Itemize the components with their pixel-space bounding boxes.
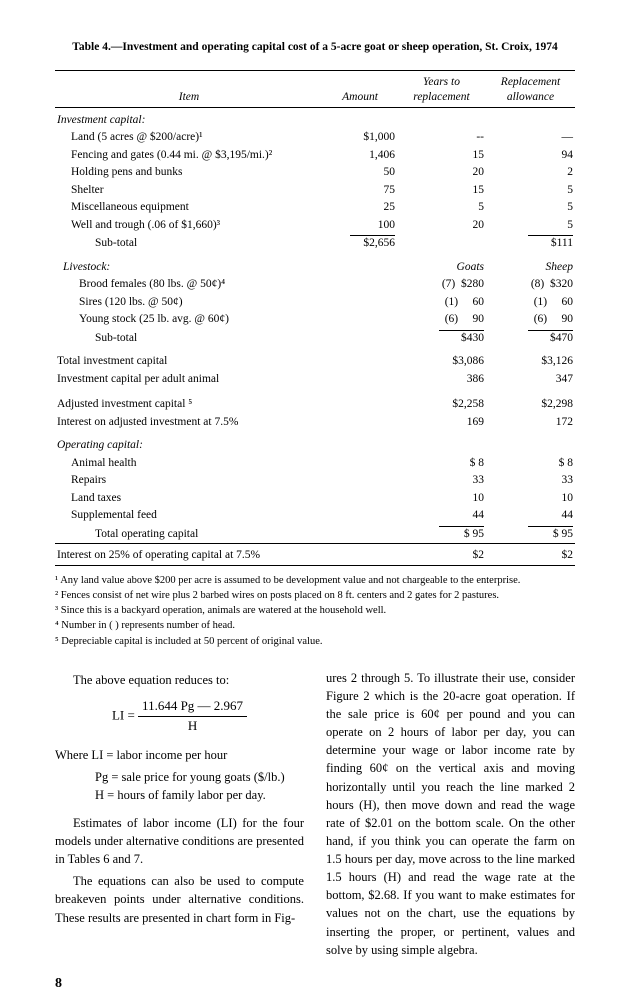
int25-s: $2 [486, 547, 575, 565]
left-column: The above equation reduces to: LI = 11.6… [55, 667, 304, 961]
where: Where LI = labor income per hour [55, 746, 304, 764]
def-h: H = hours of family labor per day. [95, 786, 304, 804]
perhead-s: 347 [486, 371, 575, 389]
footnote: ³ Since this is a backyard operation, an… [55, 604, 575, 618]
table-row: Land taxes [55, 490, 323, 508]
totinv-label: Total investment capital [55, 353, 323, 371]
table-row: Holding pens and bunks [55, 164, 323, 182]
int25-g: $2 [397, 547, 486, 565]
right-p1: ures 2 through 5. To illustrate their us… [326, 669, 575, 959]
table-row: Land (5 acres @ $200/acre)¹ [55, 129, 323, 147]
eq-den: H [138, 717, 247, 736]
sheep-header: Sheep [486, 259, 575, 277]
live-subtotal-label: Sub-total [55, 329, 323, 348]
inv-subtotal-amt: $2,656 [350, 235, 395, 252]
footnote: ² Fences consist of net wire plus 2 barb… [55, 589, 575, 603]
table-row: Sires (120 lbs. @ 50¢) [55, 294, 323, 312]
footnote: ¹ Any land value above $200 per acre is … [55, 574, 575, 588]
th-item: Item [55, 74, 323, 108]
perhead-g: 386 [397, 371, 486, 389]
live-sub-g: $430 [439, 330, 484, 347]
op-total-s: $ 95 [528, 526, 573, 543]
int25-label: Interest on 25% of operating capital at … [55, 547, 323, 565]
footnote: ⁵ Depreciable capital is included at 50 … [55, 635, 575, 649]
table-row: Fencing and gates (0.44 mi. @ $3,195/mi.… [55, 147, 323, 165]
table-row: Miscellaneous equipment [55, 199, 323, 217]
footnotes: ¹ Any land value above $200 per acre is … [55, 574, 575, 649]
livestock-head: Livestock: [55, 259, 323, 277]
left-p3: The equations can also be used to comput… [55, 872, 304, 926]
footnote: ⁴ Number in ( ) represents number of hea… [55, 619, 575, 633]
table-row: Shelter [55, 182, 323, 200]
table-row: Repairs [55, 472, 323, 490]
left-p2: Estimates of labor income (LI) for the f… [55, 814, 304, 868]
th-amount: Amount [323, 74, 397, 108]
equation: LI = 11.644 Pg — 2.967 H [55, 697, 304, 736]
table-row: Supplemental feed [55, 507, 323, 525]
cost-table: Item Amount Years to replacement Replace… [55, 70, 575, 568]
totinv-s: $3,126 [486, 353, 575, 371]
table-row: Animal health [55, 455, 323, 473]
table-row: Brood females (80 lbs. @ 50¢)⁴ [55, 276, 323, 294]
left-l1: The above equation reduces to: [55, 671, 304, 689]
adjinv-label: Adjusted investment capital ⁵ [55, 396, 323, 414]
live-sub-s: $470 [528, 330, 573, 347]
opcap-head: Operating capital: [55, 437, 323, 455]
page-number: 8 [55, 975, 575, 994]
table-title: Table 4.—Investment and operating capita… [55, 40, 575, 56]
perhead-label: Investment capital per adult animal [55, 371, 323, 389]
table-row: Young stock (25 lb. avg. @ 60¢) [55, 311, 323, 329]
th-years: Years to replacement [397, 74, 486, 108]
th-repl: Replacement allowance [486, 74, 575, 108]
def-pg: Pg = sale price for young goats ($/lb.) [95, 768, 304, 786]
adjinv-s: $2,298 [486, 396, 575, 414]
table-row: Well and trough (.06 of $1,660)³ [55, 217, 323, 235]
eq-num: 11.644 Pg — 2.967 [138, 697, 247, 717]
op-total-label: Total operating capital [55, 525, 323, 544]
eq-left: LI = [112, 707, 135, 722]
interest-g: 169 [397, 414, 486, 432]
invcap-head: Investment capital: [55, 112, 323, 130]
interest-label: Interest on adjusted investment at 7.5% [55, 414, 323, 432]
goats-header: Goats [397, 259, 486, 277]
totinv-g: $3,086 [397, 353, 486, 371]
interest-s: 172 [486, 414, 575, 432]
right-column: ures 2 through 5. To illustrate their us… [326, 667, 575, 961]
inv-subtotal-repl: $111 [528, 235, 573, 252]
op-total-g: $ 95 [439, 526, 484, 543]
adjinv-g: $2,258 [397, 396, 486, 414]
inv-subtotal-label: Sub-total [55, 234, 323, 253]
